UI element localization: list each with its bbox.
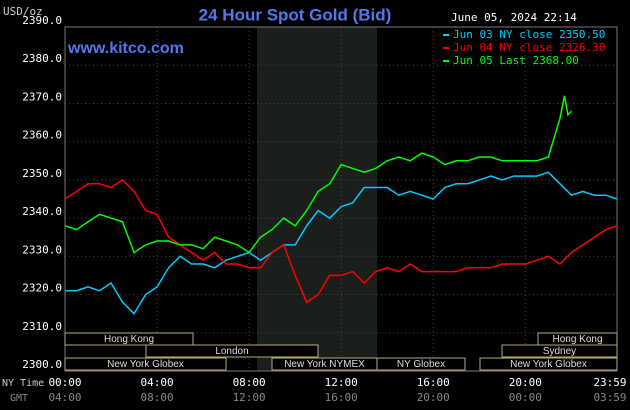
session-label: London	[215, 346, 248, 357]
session-box	[64, 357, 227, 371]
session-box	[479, 357, 618, 371]
site-link: www.kitco.com	[67, 40, 184, 57]
nymex-shade	[257, 27, 377, 371]
x-tick-label: 23:59	[593, 376, 626, 389]
gmt-tick-label: 03:59	[593, 391, 626, 404]
session-label: New York Globex	[510, 359, 587, 370]
y-tick-label: 2320.0	[22, 282, 62, 295]
x-tick-label: 08:00	[233, 376, 266, 389]
session-label: Hong Kong	[552, 334, 602, 345]
series-line	[64, 178, 618, 304]
session-label: Hong Kong	[104, 334, 154, 345]
y-tick-label: 2340.0	[22, 205, 62, 218]
series-line	[65, 171, 618, 315]
session-box	[145, 344, 319, 358]
gmt-tick-label: 12:00	[233, 391, 266, 404]
x-axis-label: NY Time	[2, 378, 44, 389]
gmt-tick-label: 16:00	[325, 391, 358, 404]
series-line	[64, 95, 572, 254]
gmt-tick-label: 00:00	[509, 391, 542, 404]
session-box	[376, 357, 466, 371]
session-box	[501, 344, 618, 358]
legend-label: Jun 03 NY close 2350.50	[453, 28, 605, 41]
y-tick-label: 2310.0	[22, 320, 62, 333]
x-tick-label: 12:00	[325, 376, 358, 389]
session-label: NY Globex	[397, 359, 445, 370]
session-label: New York Globex	[107, 359, 184, 370]
timestamp: June 05, 2024 22:14	[451, 11, 577, 24]
y-tick-label: 2390.0	[22, 14, 62, 27]
session-label: New York NYMEX	[284, 359, 365, 370]
unit-label: USD/oz	[3, 5, 43, 18]
y-tick-label: 2380.0	[22, 52, 62, 65]
legend-label: Jun 05 Last 2368.00	[453, 54, 579, 67]
gmt-tick-label: 20:00	[417, 391, 450, 404]
y-tick-label: 2300.0	[22, 358, 62, 371]
session-box	[64, 332, 194, 346]
x2-axis-label: GMT	[10, 393, 28, 404]
session-label: Sydney	[543, 346, 576, 357]
y-tick-label: 2370.0	[22, 90, 62, 103]
y-tick-label: 2350.0	[22, 167, 62, 180]
x-tick-label: 04:00	[141, 376, 174, 389]
chart-title: 24 Hour Spot Gold (Bid)	[199, 5, 392, 24]
x-tick-label: 00:00	[48, 376, 81, 389]
x-tick-label: 20:00	[509, 376, 542, 389]
x-tick-label: 16:00	[417, 376, 450, 389]
legend-label: Jun 04 NY close 2326.30	[453, 41, 605, 54]
y-tick-label: 2360.0	[22, 129, 62, 142]
gmt-tick-label: 08:00	[141, 391, 174, 404]
gmt-tick-label: 04:00	[48, 391, 81, 404]
y-tick-label: 2330.0	[22, 243, 62, 256]
